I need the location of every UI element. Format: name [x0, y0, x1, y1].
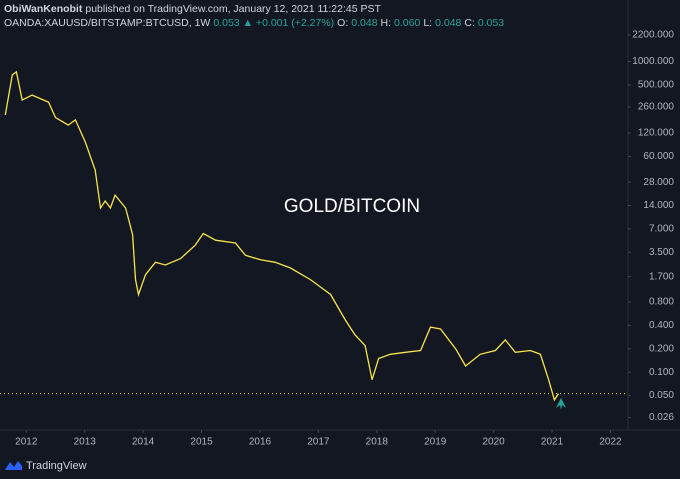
last: 0.053 — [213, 17, 240, 29]
x-tick-label: 2022 — [599, 437, 622, 448]
y-tick-label: 0.800 — [649, 297, 674, 308]
y-tick-label: 0.400 — [649, 320, 674, 331]
y-tick-label: 0.050 — [649, 390, 674, 401]
x-tick-label: 2012 — [15, 437, 38, 448]
logo — [5, 461, 22, 470]
y-tick-label: 1000.000 — [632, 56, 674, 67]
y-tick-label: 0.026 — [649, 412, 674, 423]
y-tick-label: 120.000 — [638, 128, 675, 139]
l: 0.048 — [435, 17, 462, 29]
x-tick-label: 2015 — [190, 437, 213, 448]
y-tick-label: 14.000 — [643, 200, 674, 211]
l-label: L: — [423, 17, 433, 29]
x-tick-label: 2018 — [366, 437, 389, 448]
y-tick-label: 0.200 — [649, 343, 674, 354]
o: 0.048 — [351, 17, 378, 29]
change: ▲ +0.001 (+2.27%) — [242, 17, 335, 29]
h: 0.060 — [394, 17, 421, 29]
y-tick-label: 2200.000 — [632, 30, 674, 41]
y-tick-label: 260.000 — [638, 102, 675, 113]
line-series — [4, 70, 560, 402]
y-tick-label: 28.000 — [643, 177, 674, 188]
author: ObiWanKenobit — [4, 3, 83, 15]
x-tick-label: 2013 — [74, 437, 97, 448]
x-tick-label: 2017 — [307, 437, 330, 448]
y-tick-label: 0.100 — [649, 367, 674, 378]
c: 0.053 — [477, 17, 505, 29]
annotation: GOLD/BITCOIN — [284, 196, 420, 217]
published: published on TradingView.com, January 12… — [85, 3, 381, 15]
symbol: OANDA:XAUUSD/BITSTAMP:BTCUSD, 1W — [4, 17, 211, 29]
y-tick-label: 60.000 — [643, 151, 674, 162]
x-tick-label: 2016 — [249, 437, 272, 448]
y-tick-label: 1.700 — [649, 271, 674, 282]
header-line: ObiWanKenobit published on TradingView.co… — [4, 3, 384, 15]
x-tick-label: 2020 — [483, 437, 506, 448]
header-line: OANDA:XAUUSD/BITSTAMP:BTCUSD, 1W 0.053 ▲ +… — [4, 17, 507, 29]
x-tick-label: 2019 — [424, 437, 447, 448]
y-tick-label: 7.000 — [649, 224, 674, 235]
arrow-icon — [556, 398, 566, 410]
y-tick-label: 500.000 — [638, 80, 675, 91]
brand: TradingView — [26, 460, 87, 472]
y-tick-label: 3.500 — [649, 247, 674, 258]
o-label: O: — [337, 17, 349, 29]
x-tick-label: 2014 — [132, 437, 155, 448]
h-label: H: — [380, 17, 392, 29]
c-label: C: — [464, 17, 475, 29]
x-tick-label: 2021 — [541, 437, 564, 448]
